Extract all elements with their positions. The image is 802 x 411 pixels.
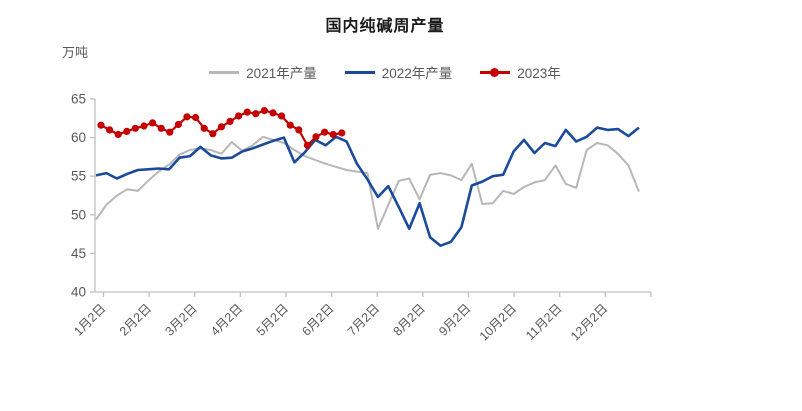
y-tick-label: 40 xyxy=(71,285,86,300)
legend-item-2023: 2023年 xyxy=(480,62,561,82)
series-2023-marker xyxy=(217,123,225,131)
x-tick-label: 1月2日 xyxy=(71,301,108,338)
y-tick-label: 45 xyxy=(71,246,86,261)
x-tick-label: 4月2日 xyxy=(208,301,245,338)
series-2023-marker xyxy=(286,121,294,129)
series-2023-marker xyxy=(260,107,268,115)
chart-title: 国内纯碱周产量 xyxy=(325,18,445,35)
legend-label-2023: 2023年 xyxy=(517,66,561,81)
x-tick-label: 7月2日 xyxy=(345,301,382,338)
x-tick-label: 10月2日 xyxy=(477,301,519,343)
legend-line-swatch-2023 xyxy=(480,67,511,77)
series-2023-marker xyxy=(226,117,234,125)
y-tick-label: 50 xyxy=(71,207,86,222)
legend-label-2021: 2021年产量 xyxy=(246,66,317,81)
x-tick-label: 8月2日 xyxy=(391,301,428,338)
series-2023-marker xyxy=(131,124,139,132)
legend-line-swatch-2021 xyxy=(209,70,240,74)
series-2023-marker xyxy=(338,129,346,137)
y-tick-label: 60 xyxy=(71,130,86,145)
series-2023-marker xyxy=(157,124,165,132)
legend: 2021年产量 2022年产量 2023年 xyxy=(0,62,770,82)
series-2023-marker xyxy=(123,127,131,135)
series-2023-marker xyxy=(235,112,243,120)
legend-item-2021: 2021年产量 xyxy=(209,62,317,82)
legend-dot-2023 xyxy=(490,67,500,77)
series-2023-marker xyxy=(312,133,320,141)
x-tick-label: 5月2日 xyxy=(254,301,291,338)
series-2023-marker xyxy=(243,108,251,116)
series-2021-line xyxy=(95,135,640,230)
series-2023-marker xyxy=(140,122,148,130)
legend-label-2022: 2022年产量 xyxy=(381,66,453,81)
x-tick-label: 9月2日 xyxy=(436,301,473,338)
legend-line-swatch-2022 xyxy=(344,70,375,74)
series-2023-marker xyxy=(114,130,122,139)
series-2023-marker xyxy=(149,119,157,127)
series-2023-marker xyxy=(166,128,174,136)
series-2023-marker xyxy=(209,130,217,138)
series-2022-line xyxy=(95,126,640,247)
y-tick-label: 55 xyxy=(71,169,86,184)
series-2023-marker xyxy=(192,113,200,122)
x-tick-label: 6月2日 xyxy=(299,301,336,338)
series-2023-marker xyxy=(321,128,329,136)
series-2023-marker xyxy=(303,141,311,149)
legend-item-2022: 2022年产量 xyxy=(344,62,453,82)
series-2023-marker xyxy=(106,126,114,134)
series-2023-marker xyxy=(278,112,286,120)
x-tick-label: 2月2日 xyxy=(117,301,154,338)
series-2023-marker xyxy=(97,121,105,129)
series-2023-marker xyxy=(252,110,260,118)
x-tick-label: 3月2日 xyxy=(162,301,199,338)
series-2023-marker xyxy=(269,109,277,117)
series-2023-marker xyxy=(329,130,337,139)
y-axis-unit-label: 万吨 xyxy=(62,45,89,60)
x-tick-label: 12月2日 xyxy=(568,301,610,343)
x-tick-label: 11月2日 xyxy=(523,301,565,343)
series-2023-marker xyxy=(183,113,191,121)
series-2023-marker xyxy=(295,126,303,134)
y-tick-label: 65 xyxy=(71,92,86,107)
series-2023-marker xyxy=(174,120,182,129)
series-2023-marker xyxy=(200,124,208,132)
